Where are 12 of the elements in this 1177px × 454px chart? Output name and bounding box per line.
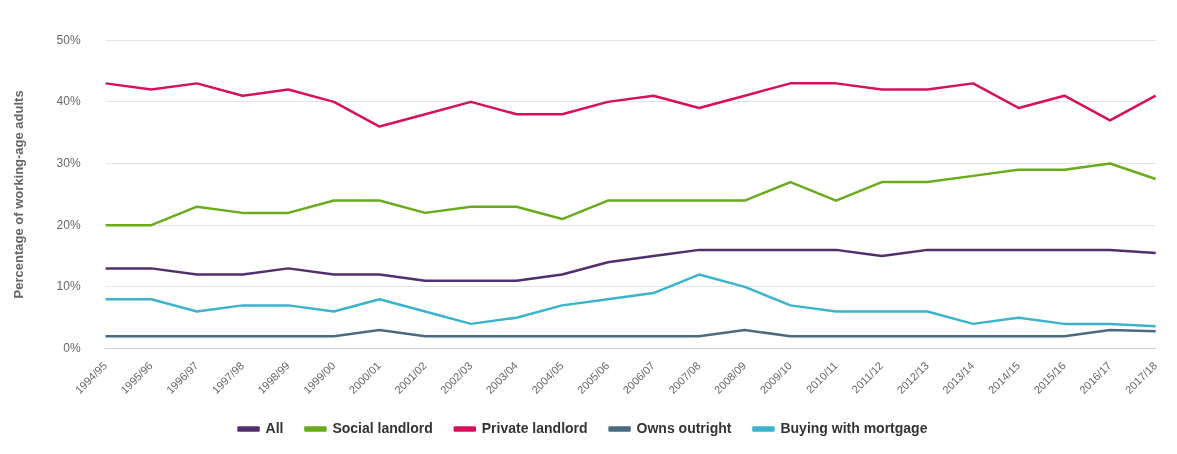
y-tick-label: 10% bbox=[56, 279, 81, 294]
y-tick-label: 20% bbox=[56, 217, 81, 232]
legend-label: Social landlord bbox=[332, 419, 433, 436]
legend-label: Private landlord bbox=[481, 419, 588, 436]
legend-label: All bbox=[265, 419, 284, 436]
y-tick-label: 0% bbox=[63, 340, 81, 355]
y-tick-label: 50% bbox=[56, 32, 81, 47]
y-axis-title: Percentage of working-age adults bbox=[11, 90, 27, 299]
y-tick-label: 40% bbox=[56, 94, 81, 109]
y-tick-label: 30% bbox=[56, 155, 81, 170]
legend-label: Owns outright bbox=[636, 419, 732, 436]
legend-label: Buying with mortgage bbox=[780, 419, 928, 436]
